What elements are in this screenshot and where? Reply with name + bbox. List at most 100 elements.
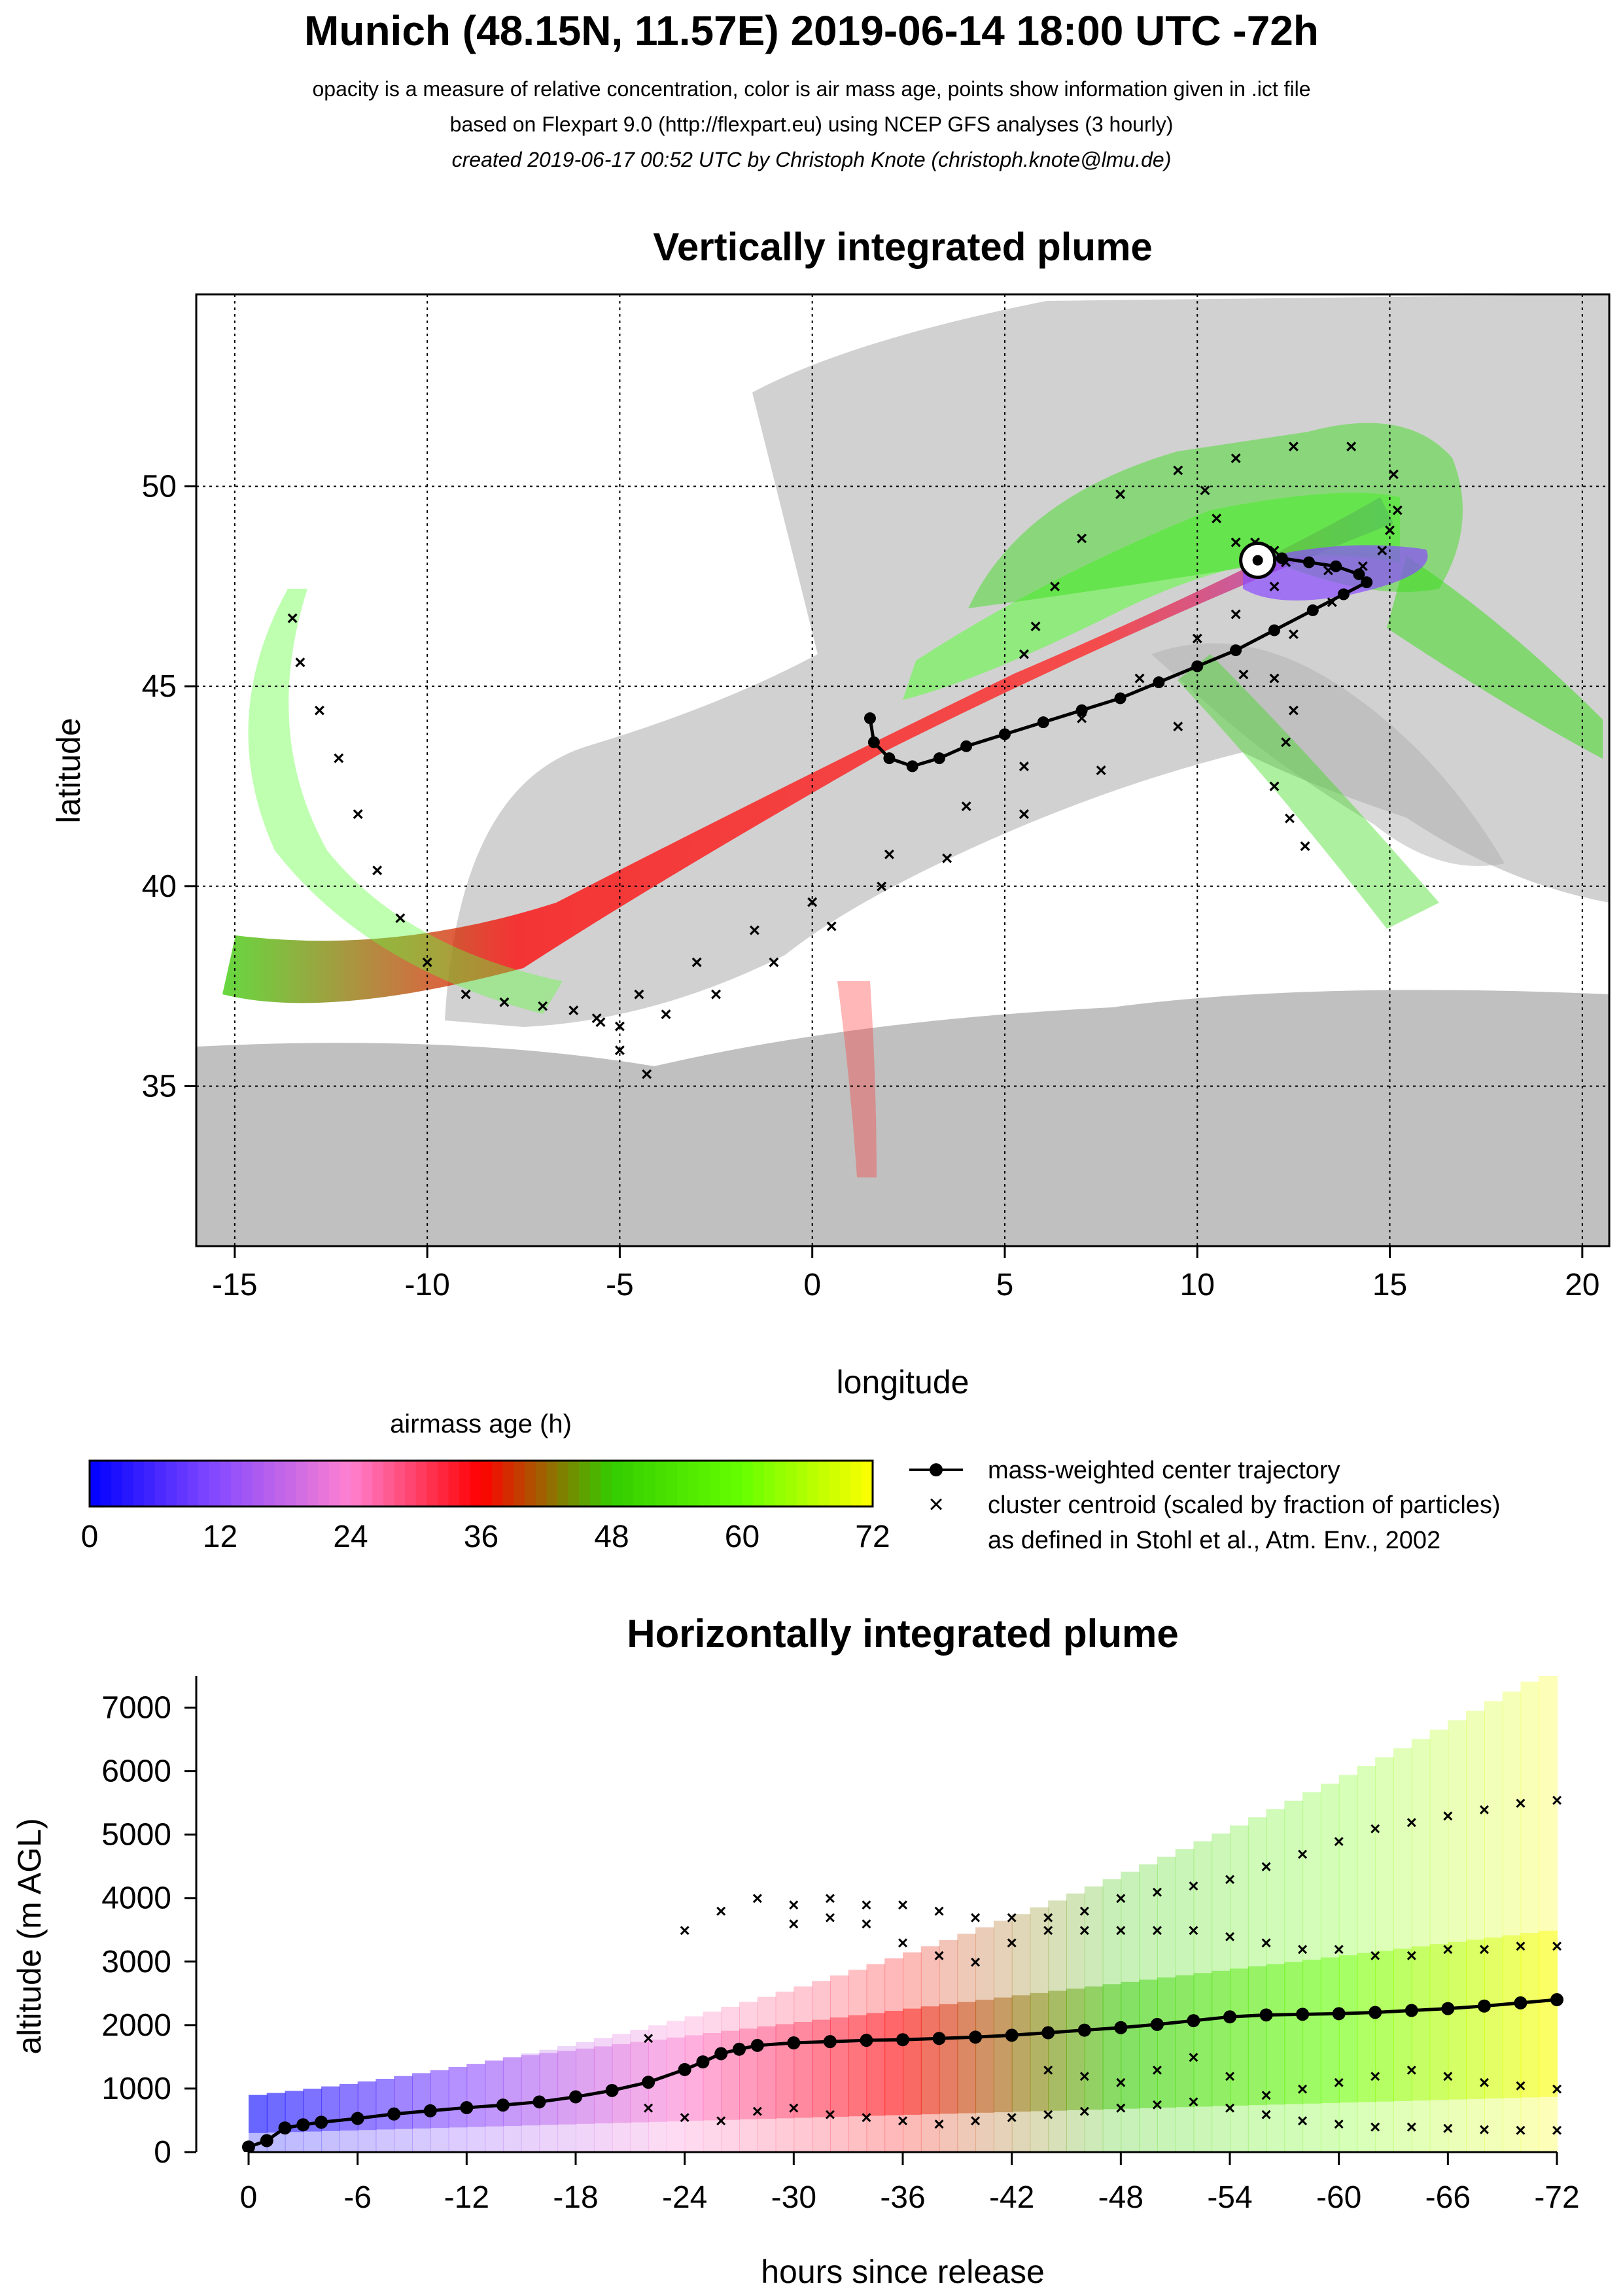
profile-plume-core <box>1357 1953 1376 2102</box>
profile-cluster-centroid: × <box>1261 2104 1271 2125</box>
profile-cluster-centroid: × <box>970 1952 981 1972</box>
map-y-tick-label: 45 <box>142 669 177 704</box>
map-center-trajectory-point <box>1337 588 1350 600</box>
profile-y-tick-label: 6000 <box>101 1754 171 1789</box>
profile-plume-core <box>1520 1933 1540 2098</box>
profile-plume-column <box>757 1996 777 2152</box>
map-y-tick-label: 40 <box>142 869 177 904</box>
profile-plume-column <box>1139 1864 1158 2152</box>
profile-cluster-centroid: × <box>1261 2085 1271 2106</box>
map-cluster-centroid: × <box>1019 756 1030 777</box>
map-cluster-centroid: × <box>1299 836 1311 858</box>
profile-plume-column <box>703 2011 722 2152</box>
colorbar-segment <box>90 1461 101 1506</box>
profile-center-trajectory-point <box>1187 2014 1200 2028</box>
profile-x-tick-label: -6 <box>343 2180 372 2215</box>
profile-cluster-centroid: × <box>1370 2066 1380 2087</box>
map-center-trajectory-point <box>906 760 918 773</box>
colorbar-segment <box>807 1461 819 1506</box>
map-cluster-centroid: × <box>394 908 406 930</box>
map-cluster-centroid: × <box>591 1008 602 1030</box>
map-y-tick-label: 50 <box>142 469 177 504</box>
profile-cluster-centroid: × <box>1261 1856 1271 1877</box>
profile-plume-column <box>866 1964 886 2152</box>
map-cluster-centroid: × <box>421 952 433 973</box>
profile-plume-column <box>1393 1748 1412 2152</box>
profile-center-trajectory-point <box>423 2104 437 2117</box>
profile-y-tick-label: 0 <box>154 2135 171 2170</box>
map-cluster-centroid: × <box>1230 448 1242 470</box>
profile-plume-column <box>939 1939 958 2152</box>
profile-plume-core <box>1230 1968 1249 2106</box>
plume-south-branch <box>1178 654 1439 929</box>
profile-plume-column <box>739 2002 758 2152</box>
profile-cluster-centroid: × <box>679 2108 689 2128</box>
profile-plume-column <box>1502 1691 1522 2152</box>
colorbar-tick-label: 0 <box>81 1520 99 1554</box>
map-center-trajectory-point <box>1230 644 1242 657</box>
map-cluster-centroid: × <box>314 700 326 722</box>
colorbar-segment <box>514 1461 525 1506</box>
map-center-trajectory-point <box>1075 704 1088 716</box>
map-cluster-centroid: × <box>1211 508 1223 529</box>
colorbar-segment <box>438 1461 449 1506</box>
profile-plume-core <box>1429 1944 1449 2100</box>
profile-cluster-centroid: × <box>1442 1939 1453 1959</box>
profile-plume-core <box>1121 1981 1140 2109</box>
profile-plume-core <box>1066 1989 1085 2110</box>
profile-center-trajectory-point <box>787 2036 801 2050</box>
colorbar-segment <box>372 1461 384 1506</box>
plume-north-branch <box>903 493 1400 700</box>
colorbar-segment <box>688 1461 699 1506</box>
profile-cluster-centroid: × <box>752 1888 763 1909</box>
colorbar-segment <box>383 1461 395 1506</box>
map-cluster-centroid: × <box>1288 624 1300 646</box>
profile-plume-column <box>630 2029 650 2152</box>
map-cluster-centroid: × <box>768 952 780 973</box>
profile-plume-core <box>612 2044 631 2123</box>
profile-plume-column <box>1084 1886 1104 2152</box>
profile-cluster-centroid: × <box>1515 2120 1526 2140</box>
map-center-trajectory-point <box>960 740 973 752</box>
profile-x-tick-label: -60 <box>1316 2180 1361 2215</box>
map-center-trajectory-line <box>868 556 1370 769</box>
map-cluster-centroid: × <box>1230 532 1242 553</box>
profile-plume-core <box>684 2035 704 2121</box>
colorbar-tick-label: 60 <box>725 1520 759 1554</box>
profile-cluster-centroid: × <box>898 2110 908 2131</box>
profile-plume-column <box>812 1981 831 2152</box>
profile-center-trajectory-point <box>605 2083 619 2097</box>
colorbar-segment <box>568 1461 580 1506</box>
profile-center-trajectory-point <box>242 2140 255 2152</box>
colorbar-segment <box>492 1461 504 1506</box>
map-x-tick-label: 5 <box>996 1268 1014 1302</box>
map-cluster-centroid: × <box>1268 668 1280 689</box>
map-cluster-centroid: × <box>294 652 306 673</box>
map-cluster-centroid: × <box>372 860 383 881</box>
profile-x-tick-label: -48 <box>1098 2180 1143 2215</box>
profile-cluster-centroid: × <box>970 2110 981 2131</box>
plume-atlantic-arc <box>248 589 563 1014</box>
colorbar-segment <box>601 1461 612 1506</box>
profile-center-trajectory-point <box>1369 2006 1382 2019</box>
profile-cluster-centroid: × <box>1006 1933 1017 1953</box>
colorbar-tick-label: 48 <box>594 1520 629 1554</box>
colorbar-segment <box>535 1461 548 1506</box>
profile-cluster-centroid: × <box>1079 2101 1090 2121</box>
profile-cluster-centroid: × <box>825 1888 835 1909</box>
profile-plume-column <box>1429 1730 1449 2152</box>
profile-center-trajectory-point <box>1150 2017 1164 2031</box>
profile-cluster-centroid: × <box>788 1914 799 1934</box>
profile-center-trajectory-point <box>1405 2004 1418 2017</box>
profile-cluster-centroid: × <box>1479 1800 1490 1820</box>
map-cluster-centroid: × <box>633 984 645 1005</box>
colorbar-segment <box>589 1461 602 1506</box>
map-x-tick-label: 15 <box>1372 1268 1407 1302</box>
colorbar-tick-label: 72 <box>855 1520 890 1554</box>
profile-cluster-centroid: × <box>861 1894 871 1915</box>
colorbar-segment <box>351 1461 362 1506</box>
colorbar-segment <box>829 1461 841 1506</box>
profile-center-trajectory-point <box>1477 1999 1491 2013</box>
map-center-trajectory-point <box>1191 660 1204 672</box>
profile-plume-core <box>1302 1959 1321 2104</box>
